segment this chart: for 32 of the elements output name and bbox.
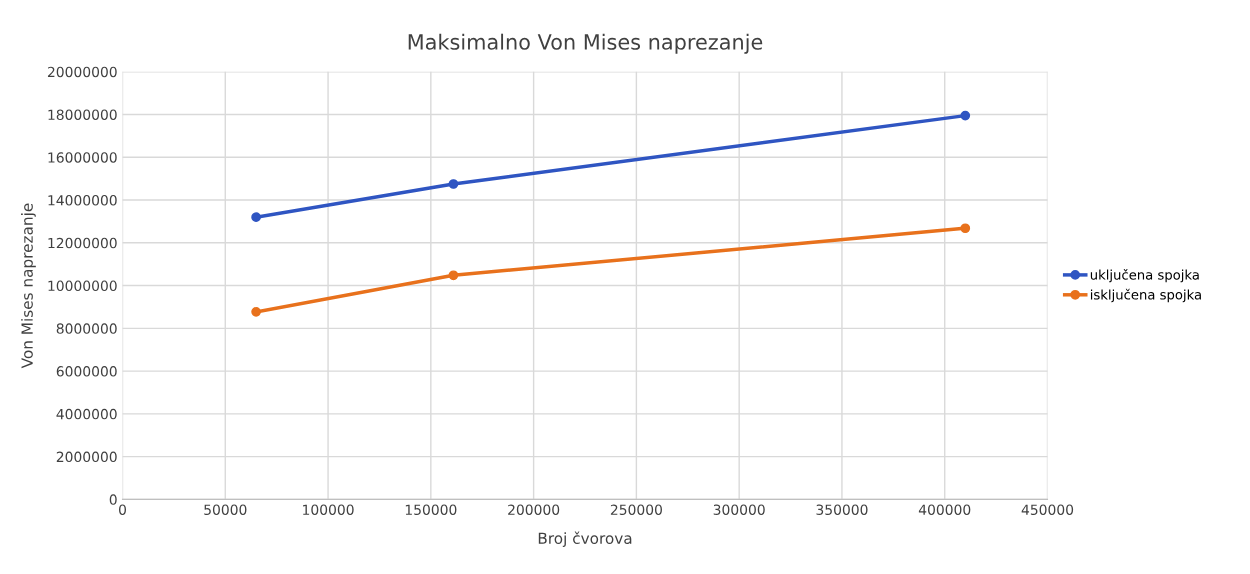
x-tick-label: 50000 <box>204 504 247 515</box>
point <box>448 270 459 281</box>
legend-label: uključena spojka <box>1090 268 1199 283</box>
x-tick-label: 0 <box>119 504 126 515</box>
y-tick-label: 12000000 <box>48 237 117 249</box>
y-tick-label: 8000000 <box>56 323 117 334</box>
x-axis-title: Broj čvorova <box>538 531 632 547</box>
y-tick-label: 14000000 <box>48 195 117 206</box>
point <box>960 223 971 234</box>
y-tick-label: 6000000 <box>56 366 117 377</box>
point <box>960 110 971 121</box>
chart-title: Maksimalno Von Mises naprezanje <box>408 33 763 54</box>
point <box>251 212 261 223</box>
y-tick-label: 2000000 <box>56 451 117 463</box>
x-tick-label: 250000 <box>610 504 662 515</box>
y-tick-label: 10000000 <box>48 280 117 292</box>
x-tick-label: 350000 <box>816 504 868 515</box>
y-axis-title: Von Mises naprezanje <box>21 203 36 369</box>
y-tick-label: 18000000 <box>48 109 117 120</box>
y-tick-label: 0 <box>109 494 117 505</box>
x-tick-label: 400000 <box>918 504 971 515</box>
y-tick-label: 20000000 <box>47 66 117 78</box>
legend-label: isključena spojka <box>1090 288 1201 303</box>
y-tick-label: 4000000 <box>56 408 117 420</box>
x-tick-label: 450000 <box>1021 504 1074 515</box>
x-tick-label: 150000 <box>405 504 457 515</box>
x-tick-label: 100000 <box>303 504 354 515</box>
point <box>251 307 261 317</box>
point <box>448 179 459 189</box>
y-tick-label: 16000000 <box>48 152 117 163</box>
x-tick-label: 300000 <box>713 504 765 515</box>
x-tick-label: 200000 <box>508 504 560 515</box>
